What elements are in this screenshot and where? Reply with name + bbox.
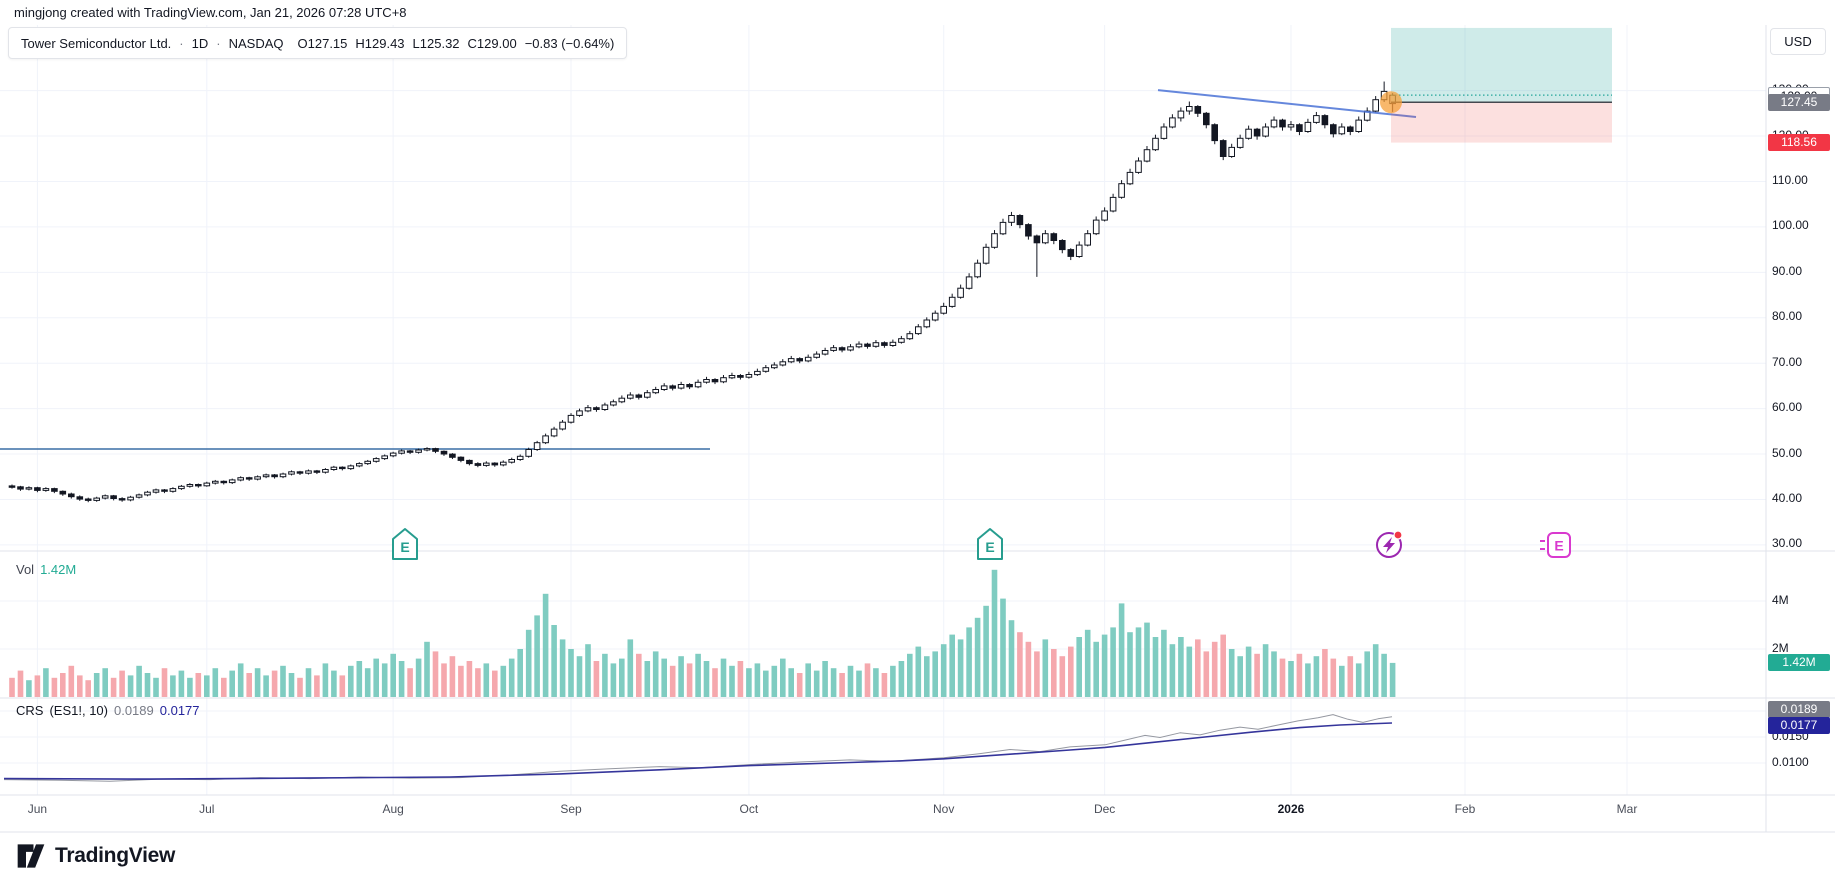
price-tick-50.00: 50.00 bbox=[1772, 445, 1803, 460]
date-label-2026: 2026 bbox=[1277, 802, 1305, 816]
drawing-anchor-handle[interactable] bbox=[1380, 91, 1402, 114]
svg-text:E: E bbox=[400, 539, 409, 555]
projected-earnings-icon[interactable]: E bbox=[1540, 532, 1571, 558]
crs-smooth-line bbox=[3, 722, 1393, 780]
change-label: −0.83 (−0.64%) bbox=[524, 35, 615, 51]
symbol-legend[interactable]: Tower Semiconductor Ltd. · 1D · NASDAQ O… bbox=[8, 27, 628, 59]
crs-tick-0.0100: 0.0100 bbox=[1772, 754, 1809, 769]
date-label-Feb: Feb bbox=[1454, 802, 1476, 816]
price-tick-40.00: 40.00 bbox=[1772, 490, 1803, 505]
tradingview-logo[interactable]: TradingView bbox=[16, 841, 175, 871]
price-tick-110.00: 110.00 bbox=[1772, 172, 1808, 187]
tradingview-logo-text: TradingView bbox=[55, 844, 176, 867]
date-label-Jun: Jun bbox=[27, 802, 48, 816]
price-tick-30.00: 30.00 bbox=[1772, 536, 1803, 551]
date-label-Nov: Nov bbox=[933, 802, 955, 816]
price-tick-90.00: 90.00 bbox=[1772, 263, 1803, 278]
legend-separator: · bbox=[216, 35, 221, 51]
price-tick-60.00: 60.00 bbox=[1772, 400, 1803, 415]
legend-separator: · bbox=[179, 35, 184, 51]
flash-event-icon[interactable] bbox=[1376, 530, 1403, 558]
crs-pane-header[interactable]: CRS (ES1!, 10) 0.0189 0.0177 bbox=[16, 703, 200, 718]
crs-params: (ES1!, 10) bbox=[49, 703, 108, 718]
price-tick-100.00: 100.00 bbox=[1772, 218, 1809, 233]
symbol-title: Tower Semiconductor Ltd. bbox=[21, 35, 172, 51]
entry-price-badge: 127.45 bbox=[1768, 93, 1830, 111]
crs-value-raw: 0.0189 bbox=[113, 703, 154, 718]
earnings-icon[interactable]: E bbox=[977, 528, 1003, 560]
date-label-Aug: Aug bbox=[382, 802, 404, 816]
volume-value: 1.42M bbox=[40, 562, 77, 577]
interval-label[interactable]: 1D bbox=[191, 35, 209, 51]
long-position-drawing[interactable] bbox=[1380, 27, 1612, 143]
date-label-Dec: Dec bbox=[1093, 802, 1116, 816]
date-label-Oct: Oct bbox=[739, 802, 759, 816]
candles bbox=[8, 81, 1396, 503]
volume-tick-2M: 2M bbox=[1772, 640, 1789, 655]
date-label-Jul: Jul bbox=[199, 802, 215, 816]
crs-value-badge: 0.0177 bbox=[1768, 716, 1830, 734]
crs-value-smooth: 0.0177 bbox=[159, 703, 200, 718]
notification-dot bbox=[1393, 530, 1403, 540]
long-position-profit-zone[interactable] bbox=[1391, 27, 1612, 103]
volume-bars bbox=[9, 569, 1396, 697]
crs-raw-line bbox=[3, 714, 1393, 782]
price-tick-70.00: 70.00 bbox=[1772, 354, 1803, 369]
long-position-loss-zone[interactable] bbox=[1391, 102, 1612, 143]
trendline-drawing[interactable] bbox=[1157, 89, 1417, 118]
gridlines bbox=[0, 25, 1835, 833]
price-tick-80.00: 80.00 bbox=[1772, 309, 1803, 324]
stop-price-badge: 118.56 bbox=[1768, 134, 1830, 152]
ohlc-close: C129.00 bbox=[467, 35, 517, 51]
volume-tick-4M: 4M bbox=[1772, 592, 1789, 607]
crs-value-badge: 0.0189 bbox=[1768, 700, 1830, 718]
tradingview-logo-icon bbox=[17, 844, 45, 868]
attribution-text: mingjong created with TradingView.com, J… bbox=[14, 5, 407, 20]
ohlc-open: O127.15 bbox=[297, 35, 348, 51]
svg-text:E: E bbox=[985, 539, 994, 555]
date-label-Mar: Mar bbox=[1616, 802, 1638, 816]
ohlc-high: H129.43 bbox=[355, 35, 405, 51]
ohlc-low: L125.32 bbox=[412, 35, 460, 51]
date-label-Sep: Sep bbox=[560, 802, 582, 816]
earnings-icon[interactable]: E bbox=[392, 528, 418, 560]
volume-pane-header[interactable]: Vol 1.42M bbox=[16, 562, 76, 577]
crs-label: CRS bbox=[16, 703, 44, 718]
svg-text:E: E bbox=[1554, 538, 1563, 554]
volume-value-badge: 1.42M bbox=[1768, 654, 1830, 672]
currency-button[interactable]: USD bbox=[1770, 28, 1826, 55]
volume-label: Vol bbox=[16, 562, 35, 577]
exchange-label: NASDAQ bbox=[228, 35, 284, 51]
